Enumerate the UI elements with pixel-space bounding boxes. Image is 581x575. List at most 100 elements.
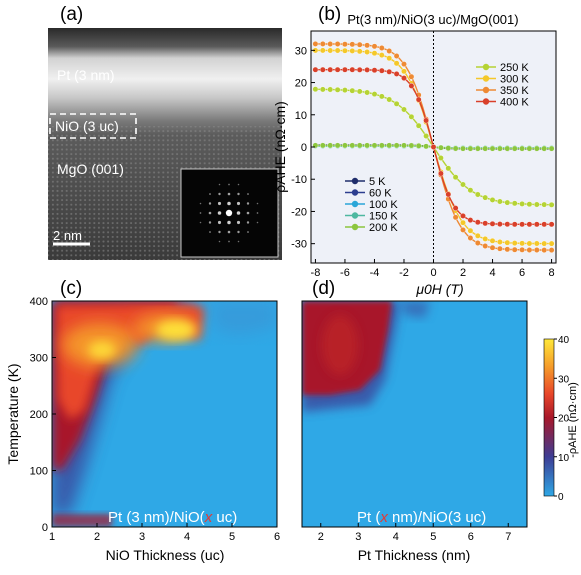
series-point-400K — [319, 66, 326, 73]
colorbar-tick-label: 0 — [558, 492, 564, 503]
series-point-250K — [327, 86, 334, 93]
series-point-400K — [356, 66, 363, 73]
series-point-400K — [452, 205, 459, 212]
x-tick-label: 1 — [49, 531, 55, 543]
colorbar: 0 10 20 30 40 -ρAHE (nΩ·cm) — [543, 335, 579, 503]
x-tick-label: 7 — [505, 531, 511, 543]
diffraction-spot — [227, 192, 231, 196]
legend-entry: 400 K — [500, 97, 529, 109]
series-point-300K — [341, 47, 348, 54]
diffraction-spot — [218, 240, 221, 243]
series-point-250K — [460, 181, 466, 188]
diffraction-spot — [209, 193, 211, 195]
diffraction-spot — [256, 221, 259, 224]
x-tick-label: 5 — [229, 531, 235, 543]
series-point-250K — [319, 86, 326, 93]
series-point-250K — [519, 200, 525, 207]
series-point-300K — [482, 235, 489, 242]
series-point-400K — [408, 83, 415, 89]
series-point-200K — [423, 143, 429, 150]
nio-layer-label: NiO (3 uc) — [55, 118, 119, 134]
series-point-300K — [519, 240, 525, 247]
series-point-250K — [452, 174, 459, 181]
x-tick-label: -2 — [399, 267, 409, 279]
series-point-400K — [430, 144, 437, 150]
series-point-300K — [319, 47, 326, 54]
series-point-250K — [341, 87, 348, 94]
series-point-400K — [371, 67, 378, 74]
y-tick-label: -10 — [291, 174, 307, 186]
y-tick-label: 400 — [30, 296, 48, 308]
series-point-400K — [496, 221, 503, 228]
series-point-300K — [541, 240, 548, 247]
diffraction-spot — [247, 231, 249, 233]
legend-marker — [351, 200, 359, 208]
x-tick-label: 4 — [184, 531, 190, 543]
x-tick-label: 5 — [430, 531, 436, 543]
series-point-250K — [504, 199, 511, 206]
series-point-350K — [364, 42, 370, 49]
series-point-200K — [496, 145, 503, 152]
series-point-200K — [386, 142, 393, 149]
series-point-300K — [386, 55, 393, 62]
series-point-250K — [526, 201, 533, 208]
series-point-250K — [356, 88, 363, 95]
diffraction-spot — [218, 183, 221, 186]
series-point-350K — [519, 246, 525, 253]
series-point-350K — [378, 45, 385, 51]
diffraction-spot — [227, 220, 231, 225]
series-point-250K — [349, 87, 356, 94]
x-tick-label: 8 — [549, 267, 555, 279]
legend-marker — [351, 177, 359, 185]
x-tick-label: 0 — [430, 267, 436, 279]
series-point-400K — [541, 221, 548, 228]
panel-d-label: (d) — [312, 278, 336, 299]
legend-marker — [351, 212, 359, 219]
diffraction-spot — [247, 193, 249, 195]
series-point-200K — [548, 145, 555, 152]
series-point-200K — [349, 142, 356, 149]
diffraction-spot — [225, 209, 233, 217]
legend-entry: 150 K — [369, 211, 398, 223]
legend-marker — [351, 223, 359, 231]
diffraction-spot — [199, 212, 202, 214]
y-tick-label: 200 — [30, 409, 48, 421]
series-point-350K — [496, 245, 503, 252]
legend-entry: 200 K — [369, 222, 398, 234]
colorbar-label: -ρAHE (nΩ·cm) — [567, 382, 579, 458]
series-point-200K — [356, 142, 363, 149]
diffraction-spot — [217, 201, 222, 206]
y-tick-label: 0 — [301, 142, 307, 154]
series-point-400K — [378, 67, 385, 74]
series-point-400K — [364, 67, 370, 73]
y-tick-label: 100 — [30, 466, 48, 478]
diffraction-spot — [228, 240, 230, 243]
series-point-300K — [378, 52, 385, 58]
series-point-400K — [423, 117, 429, 124]
series-point-350K — [393, 53, 400, 59]
heatmap-nio-annotation: Pt (3 nm)/NiO(x uc) — [108, 509, 237, 526]
series-point-400K — [504, 221, 511, 228]
series-point-400K — [437, 170, 444, 177]
legend-entry: 300 K — [500, 74, 529, 86]
heatmap-nio: Pt (3 nm)/NiO(x uc) 1 2 3 4 5 60100200300400 … — [5, 296, 280, 563]
series-point-300K — [489, 237, 496, 244]
diffraction-spot — [217, 220, 222, 225]
colorbar-tick-label: 10 — [558, 453, 570, 464]
diffraction-spot — [237, 192, 240, 196]
series-point-200K — [526, 145, 533, 152]
series-point-250K — [533, 201, 540, 208]
x-tick-label: 6 — [274, 531, 280, 543]
series-point-200K — [327, 142, 334, 149]
heatmap-pt-x-axis-label: Pt Thickness (nm) — [358, 547, 471, 563]
y-tick-label: -20 — [291, 206, 307, 218]
series-point-350K — [504, 246, 511, 253]
series-point-200K — [504, 145, 511, 152]
diffraction-spot — [237, 230, 240, 234]
series-point-200K — [482, 145, 489, 152]
series-point-200K — [541, 145, 548, 152]
series-point-300K — [334, 47, 341, 54]
series-point-300K — [393, 60, 400, 67]
series-point-300K — [371, 50, 378, 57]
diffraction-spot — [218, 192, 221, 196]
